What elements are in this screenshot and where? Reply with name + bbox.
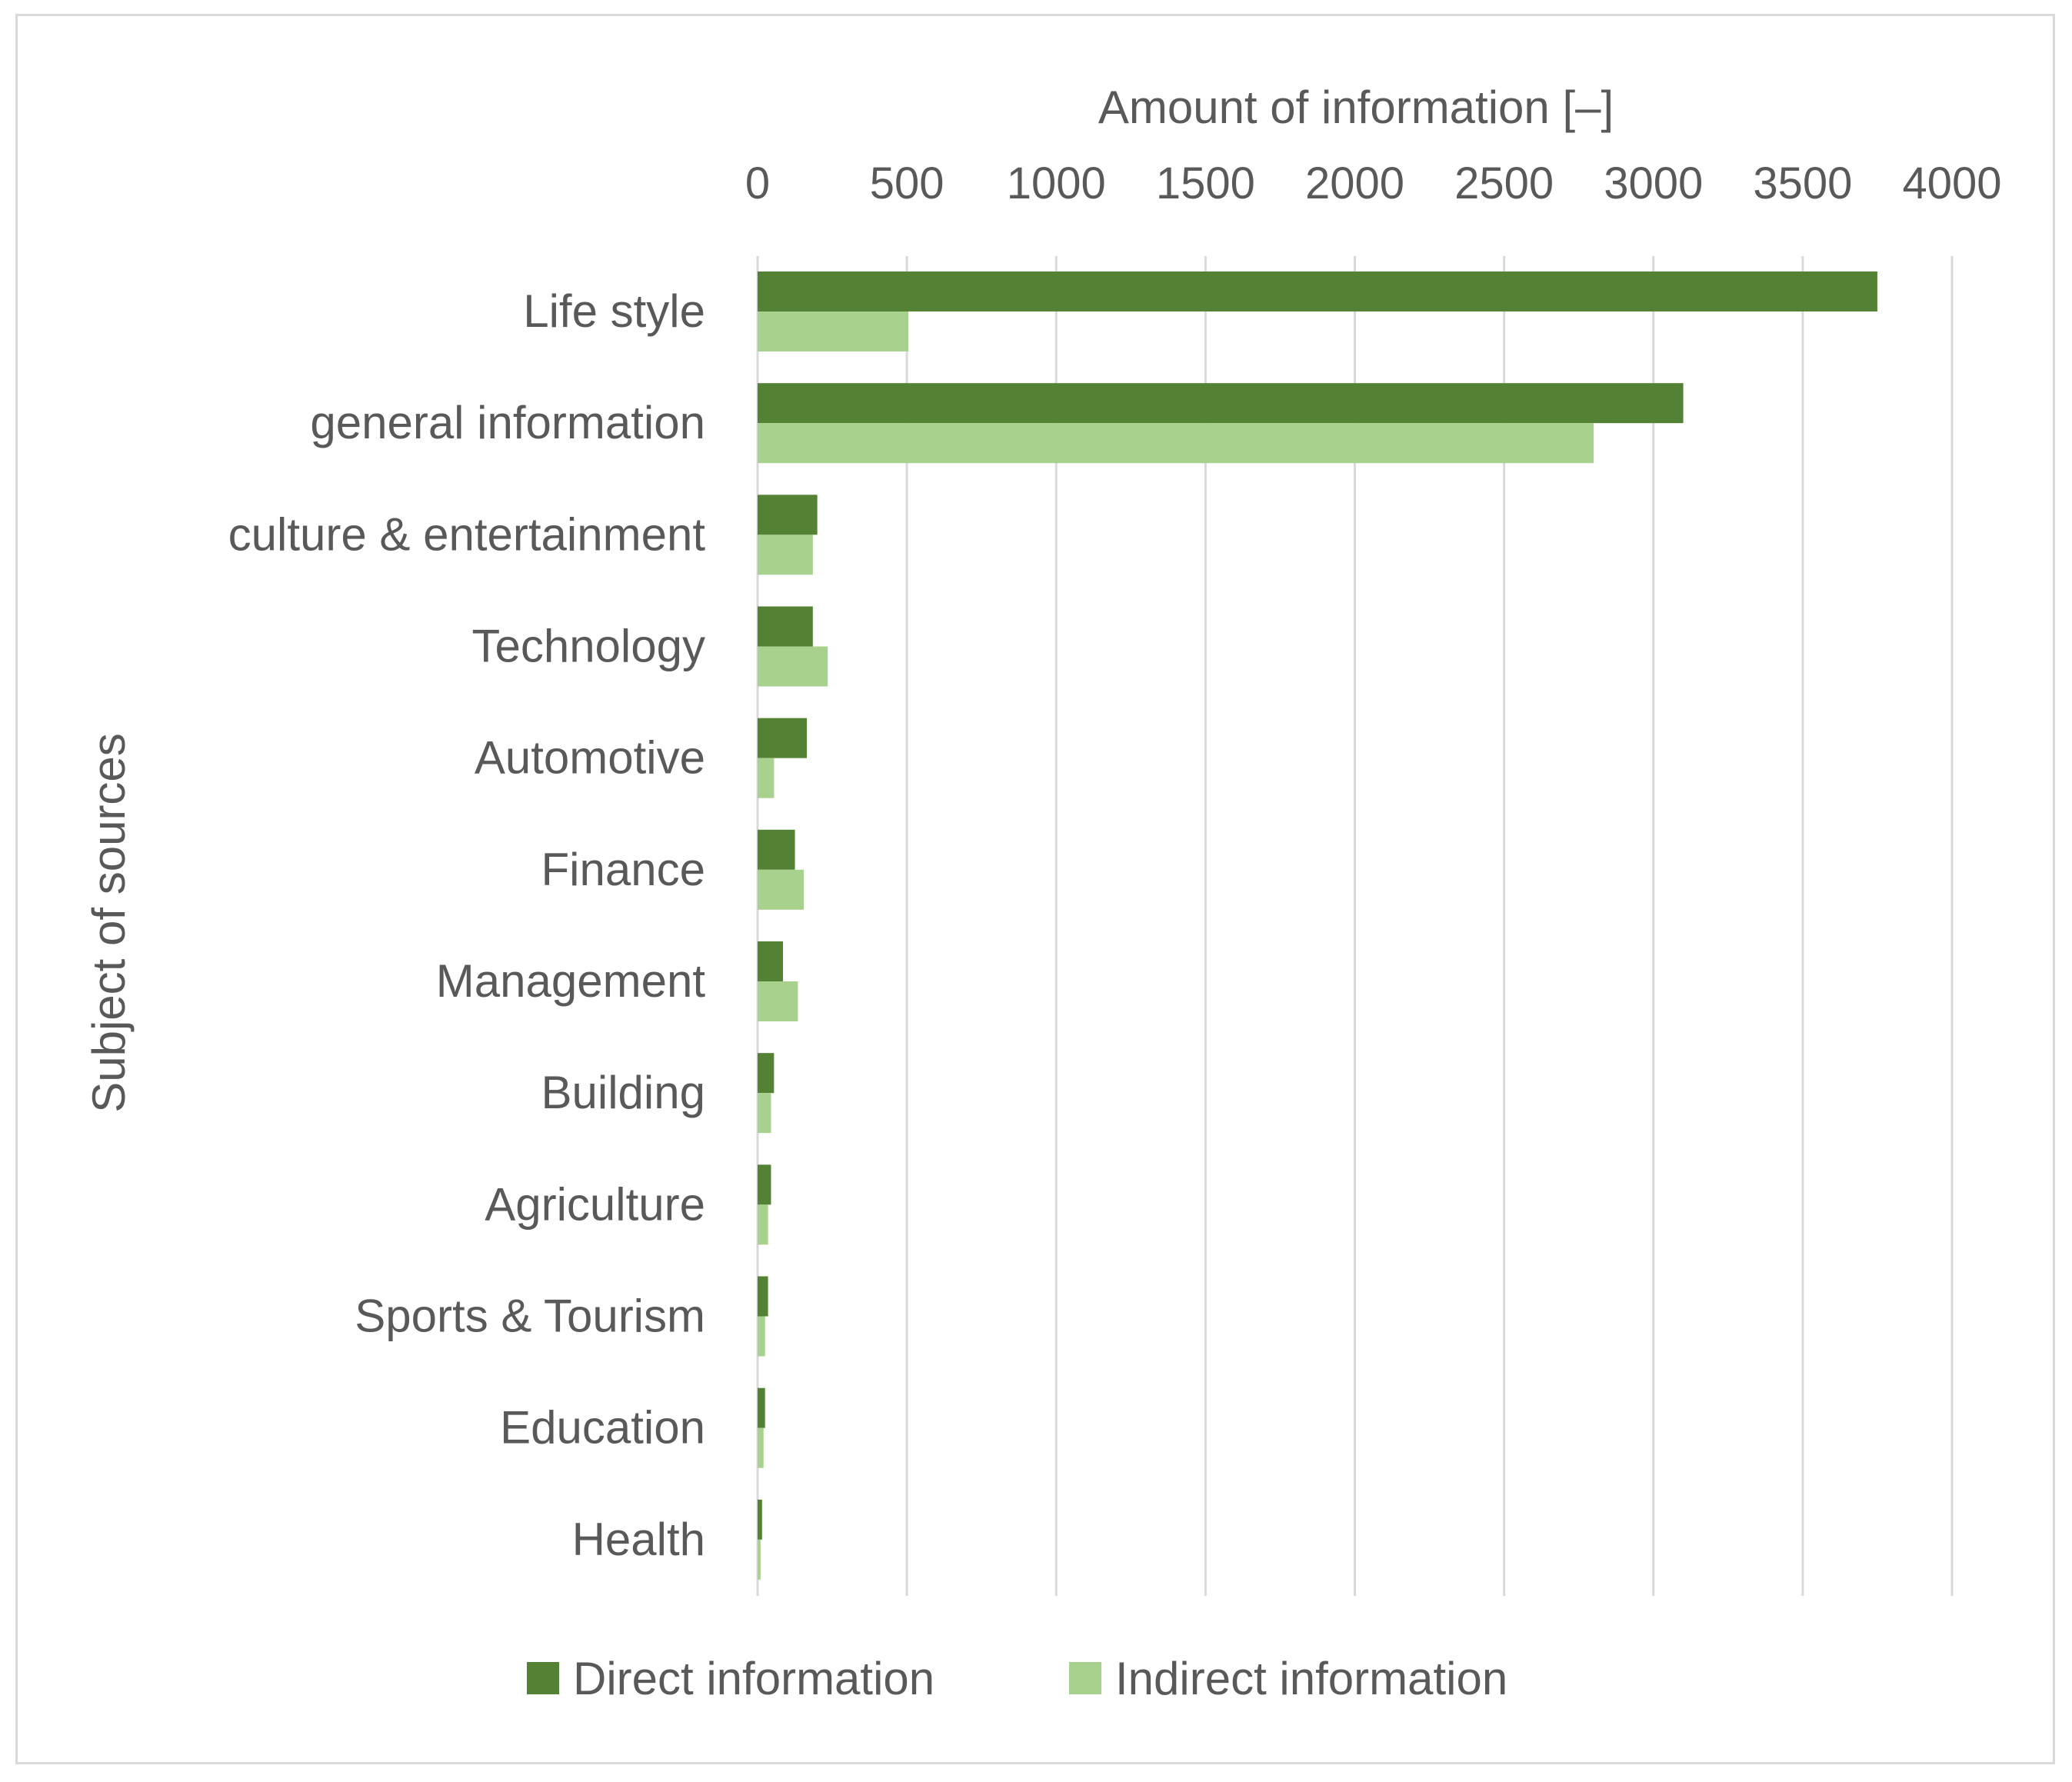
indirect-bar: [758, 869, 804, 910]
category-labels: Life style general information culture & e…: [228, 285, 706, 1565]
indirect-bar: [758, 1093, 771, 1134]
direct-bar: [758, 383, 1684, 424]
x-axis-title: Amount of information [–]: [1098, 82, 1614, 133]
x-tick-label: 0: [745, 158, 770, 208]
x-tick-label: 3000: [1604, 158, 1703, 208]
legend-swatch-indirect: [1069, 1662, 1101, 1694]
indirect-bar: [758, 981, 798, 1021]
gridlines: [756, 256, 1954, 1596]
category-label: Automotive: [475, 732, 705, 784]
direct-bar: [758, 941, 784, 981]
indirect-bar: [758, 758, 775, 798]
category-label: Building: [541, 1067, 706, 1118]
direct-bar: [758, 829, 795, 870]
x-tick-label: 1500: [1156, 158, 1255, 208]
indirect-bar: [758, 1427, 764, 1468]
direct-bar: [758, 271, 1877, 311]
direct-bar: [758, 495, 818, 535]
indirect-bar: [758, 1204, 768, 1245]
category-label: culture & entertainment: [228, 508, 706, 560]
x-tick-label: 3500: [1753, 158, 1852, 208]
category-label: Agriculture: [485, 1178, 705, 1230]
category-label: general information: [310, 397, 705, 448]
x-axis-ticks: 0 500 1000 1500 2000 2500 3000 3500 4000: [745, 158, 2002, 208]
legend-label-direct: Direct information: [573, 1653, 934, 1704]
category-label: Health: [572, 1514, 705, 1565]
category-label: Finance: [541, 844, 705, 895]
indirect-bar: [758, 535, 813, 575]
direct-bar: [758, 1164, 771, 1205]
indirect-bar: [758, 1539, 761, 1580]
x-tick-label: 4000: [1902, 158, 2001, 208]
category-label: Management: [436, 955, 706, 1007]
category-label: Sports & Tourism: [355, 1291, 705, 1342]
bars: [758, 271, 1877, 1580]
indirect-bar: [758, 311, 909, 351]
indirect-bar: [758, 423, 1594, 464]
indirect-bar: [758, 646, 828, 687]
category-label: Education: [500, 1402, 705, 1454]
category-label: Technology: [471, 621, 705, 672]
x-tick-label: 2000: [1305, 158, 1404, 208]
indirect-bar: [758, 1316, 765, 1357]
direct-bar: [758, 1499, 762, 1540]
direct-bar: [758, 606, 813, 647]
x-tick-label: 1000: [1007, 158, 1106, 208]
direct-bar: [758, 1276, 768, 1317]
direct-bar: [758, 1387, 765, 1428]
category-label: Life style: [523, 285, 705, 337]
legend-label-indirect: Indirect information: [1115, 1653, 1507, 1704]
direct-bar: [758, 1053, 775, 1094]
y-axis-title: Subject of sources: [83, 733, 135, 1113]
legend-swatch-direct: [527, 1662, 559, 1694]
direct-bar: [758, 718, 808, 758]
legend: Direct information Indirect information: [527, 1653, 1507, 1704]
x-tick-label: 500: [870, 158, 944, 208]
x-tick-label: 2500: [1454, 158, 1554, 208]
